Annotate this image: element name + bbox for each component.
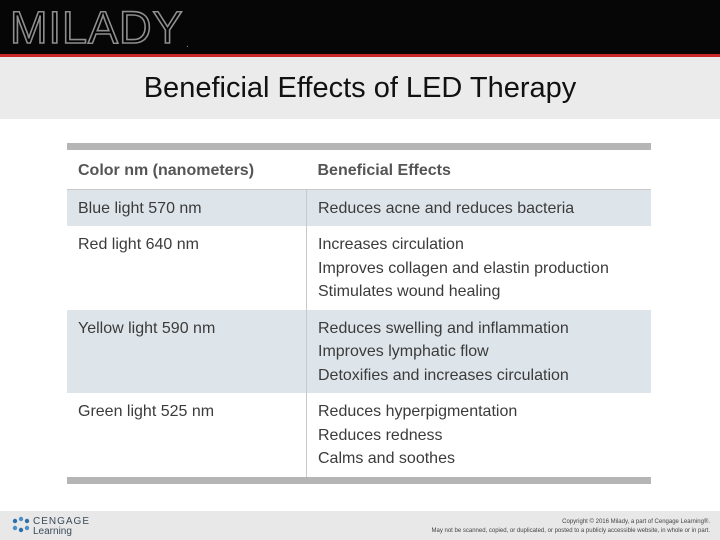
effect-item: Improves collagen and elastin production xyxy=(318,259,609,277)
milady-logo: MILADY xyxy=(9,1,184,54)
effect-item: Reduces swelling and inflammation xyxy=(318,319,569,337)
effect-item: Reduces hyperpigmentation xyxy=(318,403,518,420)
column-header-color: Color nm (nanometers) xyxy=(67,150,307,190)
effect-item: Stimulates wound healing xyxy=(318,283,501,300)
effects-cell: Reduces swelling and inflammation Improv… xyxy=(306,309,651,393)
effects-cell: Increases circulation Improves collagen … xyxy=(307,226,652,310)
cengage-brand-top: CENGAGE xyxy=(33,516,91,527)
effect-item: Reduces redness xyxy=(318,426,443,444)
copyright-notice: May not be scanned, copied, or duplicate… xyxy=(431,528,711,534)
table-row: Blue light 570 nm Reduces acne and reduc… xyxy=(67,189,651,226)
effects-cell: Reduces acne and reduces bacteria xyxy=(306,189,651,226)
accent-divider xyxy=(0,54,720,57)
logo-mark: . xyxy=(186,39,189,50)
slide-title: Beneficial Effects of LED Therapy xyxy=(143,72,577,104)
footer-bar xyxy=(0,511,720,540)
table-header-row: Color nm (nanometers) Beneficial Effects xyxy=(67,150,651,190)
title-band xyxy=(0,57,720,119)
table-row: Yellow light 590 nm Reduces swelling and… xyxy=(67,309,651,393)
table-row: Red light 640 nm Increases circulation I… xyxy=(67,226,651,310)
effect-item: Detoxifies and increases circulation xyxy=(318,366,569,384)
copyright-line: Copyright © 2016 Milady, a part of Cenga… xyxy=(562,519,710,525)
effect-item: Reduces acne and reduces bacteria xyxy=(318,199,575,217)
column-header-effects: Beneficial Effects xyxy=(306,150,651,190)
led-therapy-table: Color nm (nanometers) Beneficial Effects… xyxy=(67,143,651,484)
header-bar: MILADY . xyxy=(0,0,720,54)
effect-item: Increases circulation xyxy=(318,236,464,253)
effects-cell: Reduces hyperpigmentation Reduces rednes… xyxy=(307,393,652,477)
table-row: Green light 525 nm Reduces hyperpigmenta… xyxy=(67,393,651,477)
cengage-logo-icon xyxy=(12,516,30,533)
cengage-brand-bottom: Learning xyxy=(33,526,72,537)
color-cell: Blue light 570 nm xyxy=(67,189,307,226)
color-cell: Red light 640 nm xyxy=(67,226,307,310)
color-cell: Green light 525 nm xyxy=(67,393,307,477)
color-cell: Yellow light 590 nm xyxy=(67,309,307,393)
effect-item: Calms and soothes xyxy=(318,450,455,467)
effect-item: Improves lymphatic flow xyxy=(318,343,489,360)
